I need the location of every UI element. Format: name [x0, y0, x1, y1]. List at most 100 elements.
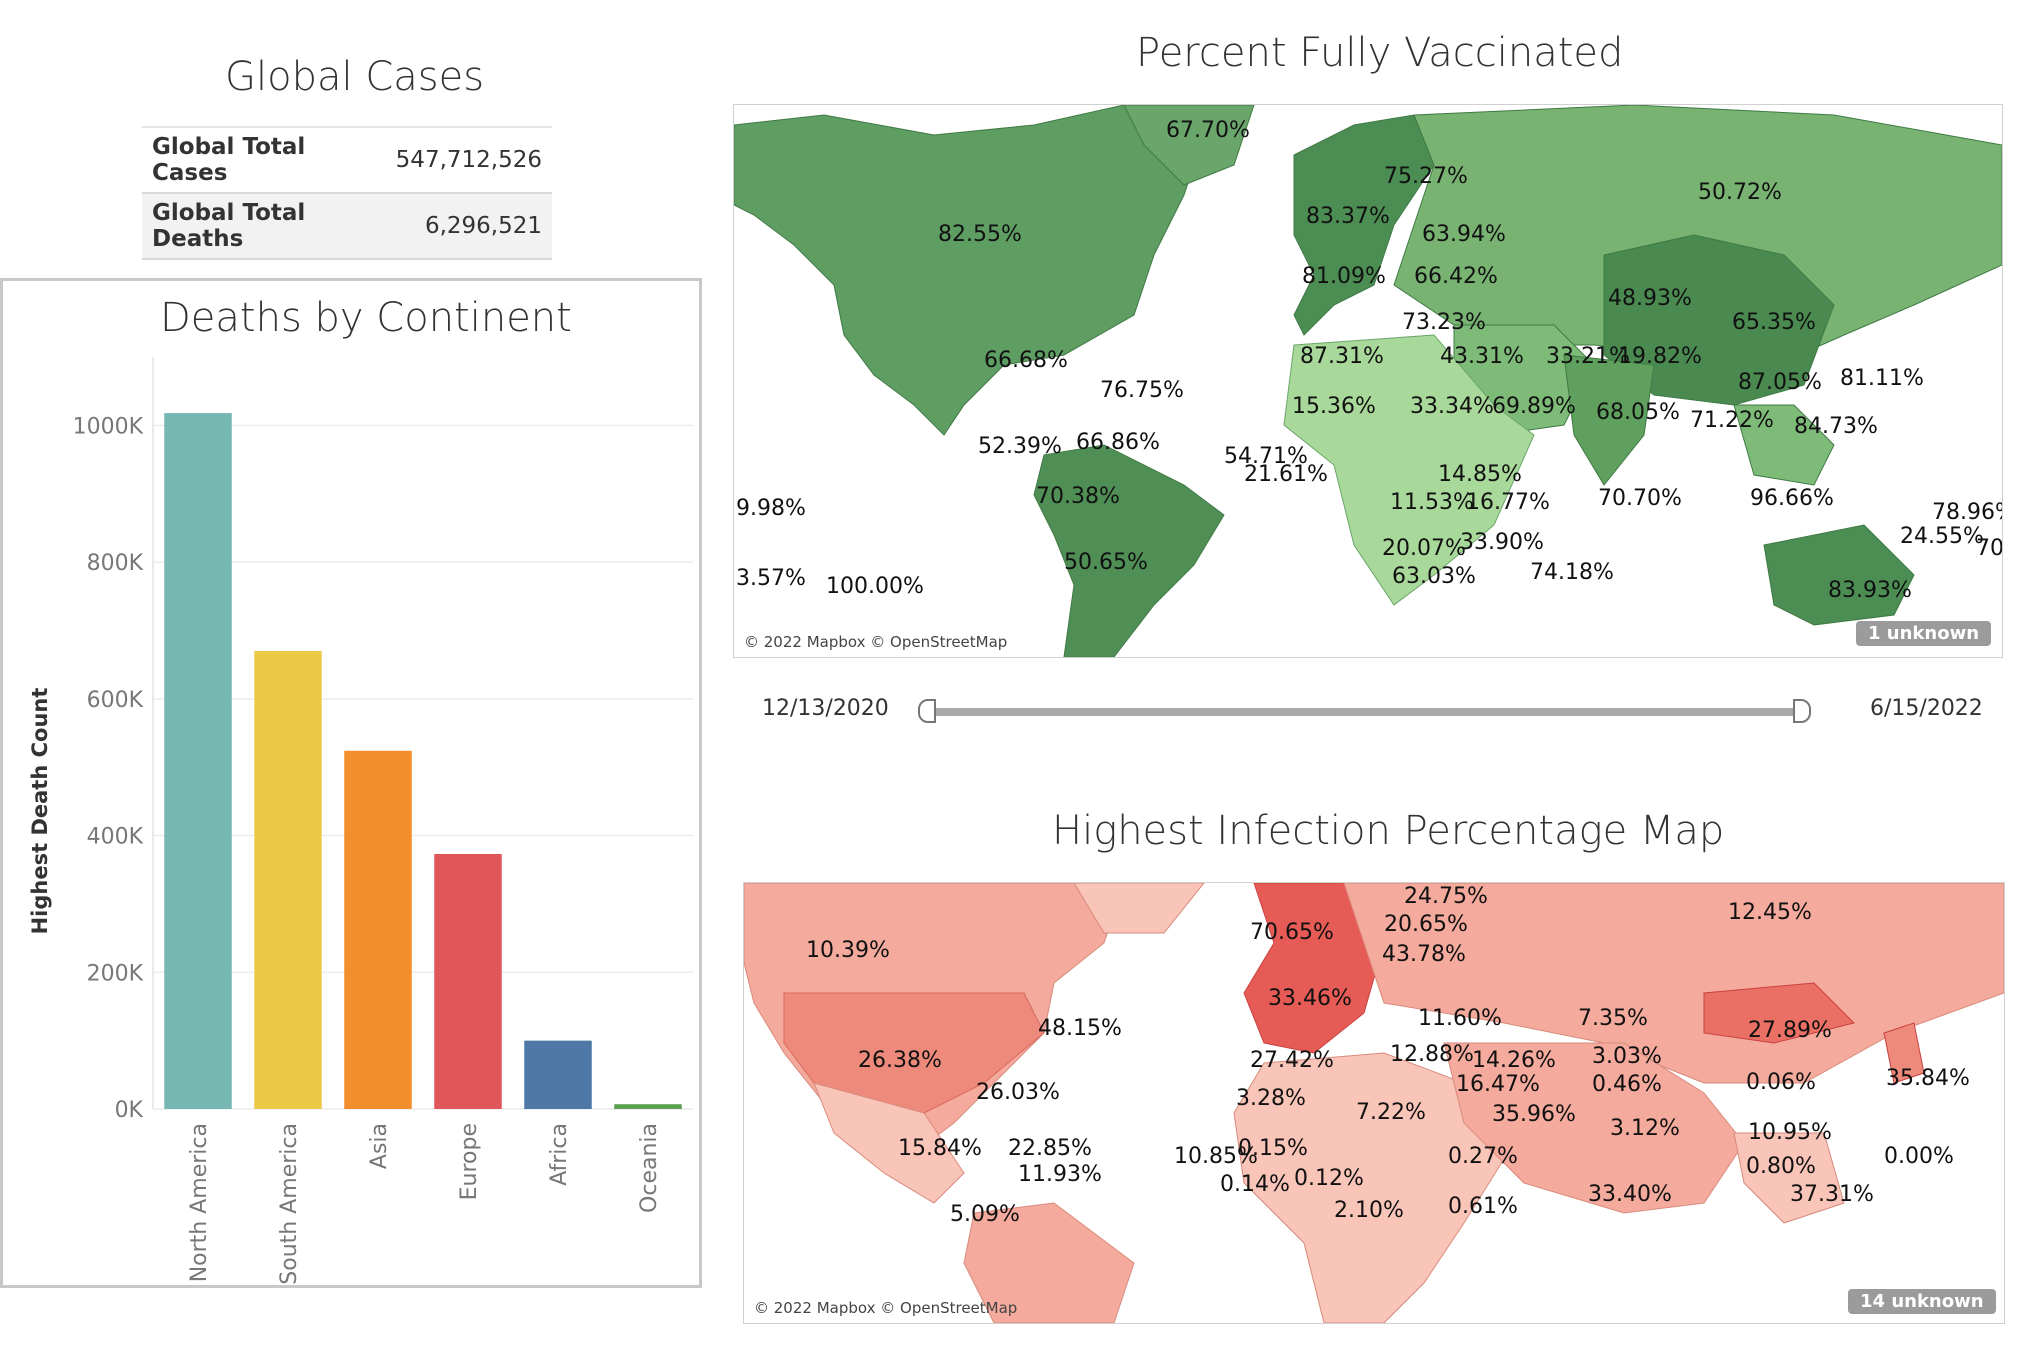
vaccination-map-label: 66.42%	[1414, 264, 1498, 289]
infection-map-title: Highest Infection Percentage Map	[1052, 808, 1725, 854]
infection-map-svg: 24.75% 12.45% 70.65% 20.65% 10.39% 43.78% 33.4…	[744, 883, 2004, 1323]
infection-map-label: 27.89%	[1748, 1018, 1832, 1043]
infection-map-label: 0.27%	[1448, 1144, 1518, 1169]
bar-north-america[interactable]	[164, 413, 232, 1109]
infection-map-label: 10.39%	[806, 938, 890, 963]
bar-europe[interactable]	[434, 854, 502, 1109]
bar-south-america[interactable]	[254, 650, 322, 1109]
vaccination-map-attribution: © 2022 Mapbox © OpenStreetMap	[744, 633, 1008, 651]
x-tick-label: Oceania	[637, 1123, 662, 1213]
date-range-slider-track[interactable]	[926, 708, 1806, 716]
infection-unknown-badge[interactable]: 14 unknown	[1848, 1289, 1996, 1314]
vaccination-map-label: 84.73%	[1794, 414, 1878, 439]
vaccination-map-label: 33.90%	[1460, 530, 1544, 555]
vaccination-map-label: 74.18%	[1530, 560, 1614, 585]
infection-map-label: 0.14%	[1220, 1172, 1290, 1197]
total-deaths-value: 6,296,521	[385, 193, 552, 260]
infection-map-label: 35.84%	[1886, 1066, 1970, 1091]
y-tick-label: 600K	[87, 688, 144, 713]
vaccination-map-label: 14.85%	[1438, 462, 1522, 487]
x-tick-label: South America	[277, 1123, 302, 1285]
bar-chart-title: Deaths by Continent	[160, 295, 572, 341]
greenland-shape	[1073, 883, 1205, 934]
vaccination-map-title: Percent Fully Vaccinated	[1136, 30, 1624, 76]
bar-asia[interactable]	[344, 750, 412, 1109]
south-america-shape	[1033, 444, 1225, 657]
infection-map-label: 3.28%	[1236, 1086, 1306, 1111]
vaccination-map-label: 67.70%	[1166, 118, 1250, 143]
infection-map-label: 35.96%	[1492, 1102, 1576, 1127]
infection-map-label: 11.93%	[1018, 1162, 1102, 1187]
infection-map-label: 0.12%	[1294, 1166, 1364, 1191]
infection-map-label: 0.06%	[1746, 1070, 1816, 1095]
vaccination-unknown-badge[interactable]: 1 unknown	[1856, 621, 1992, 646]
y-axis-label: Highest Death Count	[28, 688, 52, 935]
vaccination-map-svg: 67.70% 75.27% 83.37% 50.72% 82.55% 63.94% 81.0…	[734, 105, 2002, 657]
vaccination-map-label: 83.37%	[1306, 204, 1390, 229]
russia-asia-shape	[1343, 883, 2004, 1084]
vaccination-map-label: 3.57%	[736, 566, 806, 591]
infection-map-label: 7.35%	[1578, 1006, 1648, 1031]
infection-map-label: 37.31%	[1790, 1182, 1874, 1207]
bar-africa[interactable]	[524, 1040, 592, 1109]
vaccination-map-label: 73.23%	[1402, 310, 1486, 335]
table-row: Global Total Deaths 6,296,521	[142, 193, 552, 260]
infection-map-label: 3.03%	[1592, 1044, 1662, 1069]
vaccination-map-label: 75.27%	[1384, 164, 1468, 189]
global-cases-title: Global Cases	[225, 54, 485, 100]
vaccination-map-label: 63.94%	[1422, 222, 1506, 247]
vaccination-map-label: 20.07%	[1382, 536, 1466, 561]
vaccination-map-label: 65.35%	[1732, 310, 1816, 335]
total-cases-label: Global Total Cases	[142, 126, 386, 194]
vaccination-map-label: 76.75%	[1100, 378, 1184, 403]
vaccination-map-label: 78.96%	[1932, 500, 2002, 525]
vaccination-map-label: 50.72%	[1698, 180, 1782, 205]
x-tick-label: North America	[187, 1123, 212, 1282]
infection-map-label: 48.15%	[1038, 1016, 1122, 1041]
infection-map-label: 12.88%	[1390, 1042, 1474, 1067]
mexico-shape	[813, 1082, 965, 1204]
y-tick-label: 200K	[87, 961, 144, 986]
australia-shape	[1763, 524, 1915, 626]
vaccination-map-label: 66.68%	[984, 348, 1068, 373]
vaccination-map-label: 69.89%	[1492, 394, 1576, 419]
vaccination-map-label: 87.31%	[1300, 344, 1384, 369]
infection-map-label: 0.00%	[1884, 1144, 1954, 1169]
se-asia-shape	[1733, 404, 1835, 486]
vaccination-map-label: 70.70%	[1598, 486, 1682, 511]
slider-end-date: 6/15/2022	[1870, 696, 1983, 721]
slider-start-handle[interactable]	[918, 699, 936, 723]
infection-map-label: 12.45%	[1728, 900, 1812, 925]
vaccination-map-label: 33.34%	[1410, 394, 1494, 419]
middle-east-asia-shape	[1443, 1042, 1745, 1214]
vaccination-map-label: 54.71%	[1224, 444, 1308, 469]
infection-map[interactable]: 24.75% 12.45% 70.65% 20.65% 10.39% 43.78% 33.4…	[743, 882, 2005, 1324]
y-tick-label: 1000K	[73, 414, 144, 439]
africa-shape	[1283, 334, 1535, 606]
se-asia-shape	[1733, 1132, 1845, 1224]
india-shape	[1563, 354, 1655, 486]
vaccination-map-label: 100.00%	[826, 574, 924, 599]
vaccination-map-label: 9.98%	[736, 496, 806, 521]
total-deaths-label: Global Total Deaths	[142, 193, 386, 260]
total-cases-value: 547,712,526	[385, 126, 552, 194]
infection-map-label: 0.46%	[1592, 1072, 1662, 1097]
south-america-shape	[963, 1202, 1135, 1323]
slider-end-handle[interactable]	[1793, 699, 1811, 723]
vaccination-map-label: 66.86%	[1076, 430, 1160, 455]
infection-map-attribution: © 2022 Mapbox © OpenStreetMap	[754, 1299, 1018, 1317]
vaccination-map-label: 82.55%	[938, 222, 1022, 247]
vaccination-map-label: 48.93%	[1608, 286, 1692, 311]
infection-map-label: 3.12%	[1610, 1116, 1680, 1141]
infection-map-label: 43.78%	[1382, 942, 1466, 967]
infection-map-label: 14.26%	[1472, 1048, 1556, 1073]
greenland-shape	[1123, 105, 1255, 186]
vaccination-map[interactable]: 67.70% 75.27% 83.37% 50.72% 82.55% 63.94% 81.0…	[733, 104, 2003, 658]
y-tick-label: 400K	[87, 825, 144, 850]
bar-oceania[interactable]	[614, 1104, 682, 1109]
vaccination-map-label: 33.21%	[1546, 344, 1630, 369]
x-tick-label: Europe	[457, 1123, 482, 1200]
global-cases-table: Global Total Cases 547,712,526 Global To…	[142, 126, 552, 260]
vaccination-map-label: 52.39%	[978, 434, 1062, 459]
x-tick-label: Asia	[367, 1123, 392, 1169]
